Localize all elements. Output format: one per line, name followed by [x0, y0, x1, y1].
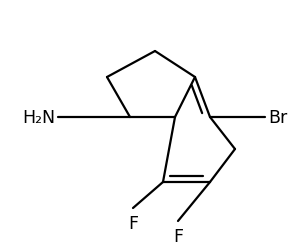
Text: Br: Br: [268, 108, 287, 126]
Text: F: F: [128, 214, 138, 232]
Text: H₂N: H₂N: [22, 108, 55, 126]
Text: F: F: [173, 227, 183, 245]
